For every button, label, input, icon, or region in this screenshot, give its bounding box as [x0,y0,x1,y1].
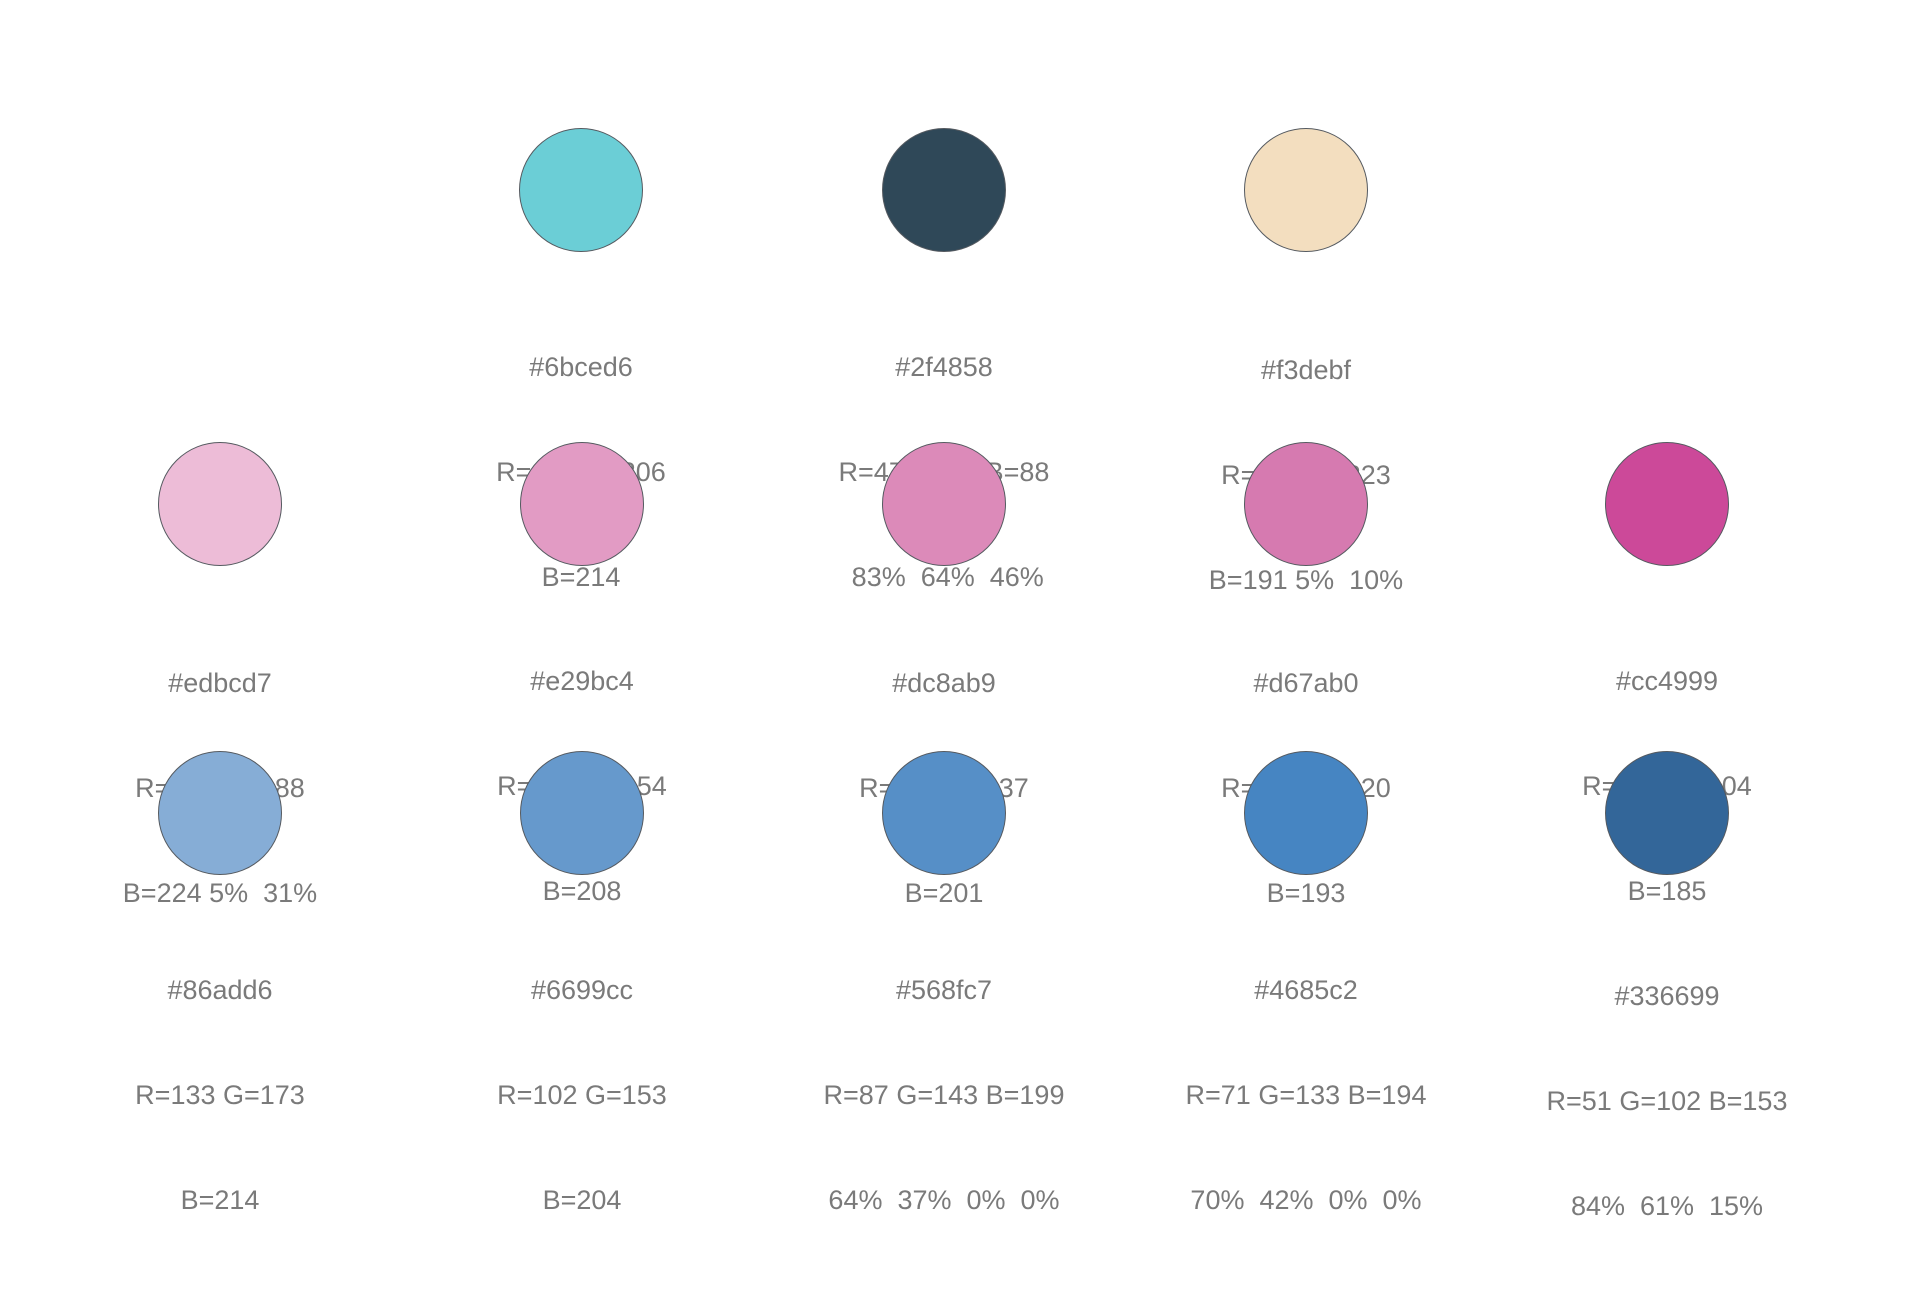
hex-code: #4685c2 [1254,975,1358,1005]
color-circle [158,442,282,566]
hex-code: #cc4999 [1615,666,1719,696]
color-circle [519,128,643,252]
color-circle [158,751,282,875]
swatch-6699cc: #6699cc R=102 G=153 B=204 [432,751,732,1288]
rgb-values-cont: B=214 [180,1185,260,1215]
rgb-values-cont: B=204 [542,1185,622,1215]
color-circle [1244,128,1368,252]
hex-code: #2f4858 [895,352,993,382]
swatch-label: #4685c2 R=71 G=133 B=194 70% 42% 0% 0% [1156,903,1456,1288]
swatch-label: #86add6 R=133 G=173 B=214 [70,903,370,1288]
swatch-dc8ab9: #dc8ab9 R=230 G=137 B=201 [794,442,1094,981]
color-circle [1244,751,1368,875]
rgb-values-cont: B=193 [1266,878,1346,908]
rgb-values: R=133 G=173 [135,1080,305,1110]
hex-code: #d67ab0 [1253,668,1359,698]
color-circle [882,442,1006,566]
rgb-values-cont: B=185 [1627,876,1707,906]
rgb-values: R=87 G=143 B=199 [823,1080,1065,1110]
hex-code: #6bced6 [529,352,633,382]
rgb-values-cont: B=201 [904,878,984,908]
cmyk-values: 64% 37% 0% 0% [828,1185,1060,1215]
color-circle [882,128,1006,252]
color-circle [1605,751,1729,875]
color-circle [882,751,1006,875]
hex-code: #f3debf [1260,355,1352,385]
hex-code: #568fc7 [895,975,993,1005]
hex-code: #336699 [1614,981,1720,1011]
swatch-336699: #336699 R=51 G=102 B=153 84% 61% 15% [1517,751,1817,1294]
color-circle [1244,442,1368,566]
rgb-values: R=102 G=153 [497,1080,667,1110]
rgb-values-cont: B=214 [541,562,621,592]
hex-code: #6699cc [530,975,634,1005]
swatch-label: #568fc7 R=87 G=143 B=199 64% 37% 0% 0% [794,903,1094,1288]
rgb-values-cont: B=191 5% 10% [1208,565,1404,595]
color-circle [1605,442,1729,566]
cmyk-values: 84% 61% 15% [1570,1191,1764,1221]
rgb-values: R=71 G=133 B=194 [1185,1080,1427,1110]
swatch-568fc7: #568fc7 R=87 G=143 B=199 64% 37% 0% 0% [794,751,1094,1288]
swatch-4685c2: #4685c2 R=71 G=133 B=194 70% 42% 0% 0% [1156,751,1456,1288]
color-circle [520,442,644,566]
swatch-86add6: #86add6 R=133 G=173 B=214 [70,751,370,1288]
rgb-values: R=51 G=102 B=153 [1546,1086,1788,1116]
hex-code: #edbcd7 [168,668,272,698]
hex-code: #e29bc4 [530,666,634,696]
rgb-values-cont: B=224 5% 31% [122,878,318,908]
swatch-label: #6699cc R=102 G=153 B=204 [432,903,732,1288]
hex-code: #dc8ab9 [892,668,996,698]
cmyk-values: 83% 64% 46% [844,562,1044,592]
swatch-label: #336699 R=51 G=102 B=153 84% 61% 15% [1517,909,1817,1294]
hex-code: #86add6 [167,975,273,1005]
color-circle [520,751,644,875]
rgb-values-cont: B=208 [542,876,622,906]
cmyk-values: 70% 42% 0% 0% [1190,1185,1422,1215]
